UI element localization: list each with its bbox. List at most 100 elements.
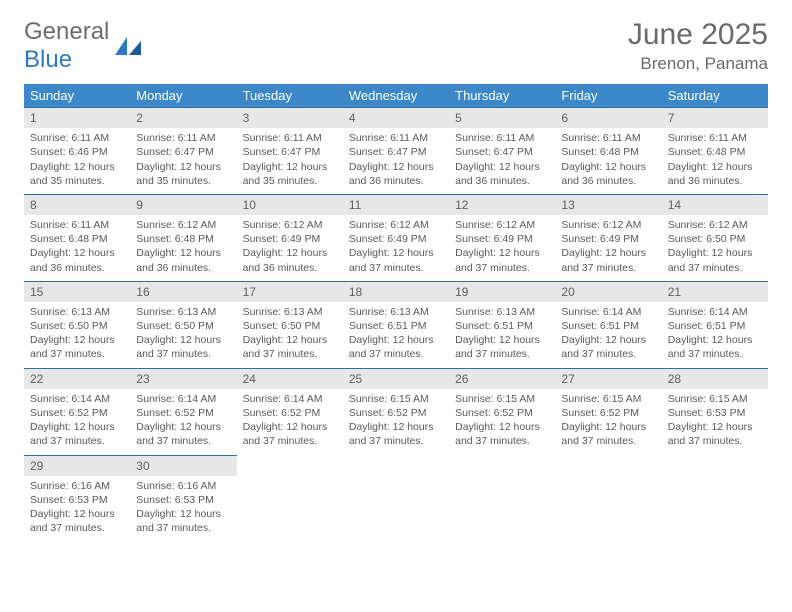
day-body: Sunrise: 6:12 AMSunset: 6:49 PMDaylight:… bbox=[237, 215, 343, 281]
day-cell: 8 Sunrise: 6:11 AMSunset: 6:48 PMDaylight… bbox=[24, 194, 130, 281]
sunset-line: Sunset: 6:53 PM bbox=[136, 493, 230, 507]
day-number: 30 bbox=[130, 456, 236, 476]
daylight-line: Daylight: 12 hours and 37 minutes. bbox=[136, 420, 230, 448]
day-body: Sunrise: 6:13 AMSunset: 6:50 PMDaylight:… bbox=[24, 302, 130, 368]
day-number: 20 bbox=[555, 282, 661, 302]
sunrise-line: Sunrise: 6:12 AM bbox=[243, 218, 337, 232]
brand-sail-icon bbox=[113, 35, 143, 57]
sunrise-line: Sunrise: 6:11 AM bbox=[30, 218, 124, 232]
brand-logo: General Blue bbox=[24, 18, 143, 74]
day-body: Sunrise: 6:16 AMSunset: 6:53 PMDaylight:… bbox=[24, 476, 130, 542]
daylight-line: Daylight: 12 hours and 36 minutes. bbox=[30, 246, 124, 274]
daylight-line: Daylight: 12 hours and 37 minutes. bbox=[455, 333, 549, 361]
month-title: June 2025 bbox=[628, 18, 768, 52]
sunset-line: Sunset: 6:48 PM bbox=[668, 145, 762, 159]
day-cell: 28Sunrise: 6:15 AMSunset: 6:53 PMDayligh… bbox=[662, 368, 768, 455]
day-cell: 11Sunrise: 6:12 AMSunset: 6:49 PMDayligh… bbox=[343, 194, 449, 281]
day-body: Sunrise: 6:11 AMSunset: 6:47 PMDaylight:… bbox=[237, 128, 343, 194]
day-number: 12 bbox=[449, 195, 555, 215]
weekday-header: Saturday bbox=[662, 84, 768, 107]
day-number: 6 bbox=[555, 108, 661, 128]
sunrise-line: Sunrise: 6:12 AM bbox=[136, 218, 230, 232]
daylight-line: Daylight: 12 hours and 37 minutes. bbox=[668, 333, 762, 361]
daylight-line: Daylight: 12 hours and 36 minutes. bbox=[455, 160, 549, 188]
day-cell: 13Sunrise: 6:12 AMSunset: 6:49 PMDayligh… bbox=[555, 194, 661, 281]
day-cell: 27Sunrise: 6:15 AMSunset: 6:52 PMDayligh… bbox=[555, 368, 661, 455]
sunrise-line: Sunrise: 6:11 AM bbox=[455, 131, 549, 145]
sunrise-line: Sunrise: 6:13 AM bbox=[455, 305, 549, 319]
day-number: 21 bbox=[662, 282, 768, 302]
day-cell: 23Sunrise: 6:14 AMSunset: 6:52 PMDayligh… bbox=[130, 368, 236, 455]
sunset-line: Sunset: 6:48 PM bbox=[136, 232, 230, 246]
sunrise-line: Sunrise: 6:13 AM bbox=[349, 305, 443, 319]
day-number: 8 bbox=[24, 195, 130, 215]
daylight-line: Daylight: 12 hours and 37 minutes. bbox=[30, 333, 124, 361]
sunset-line: Sunset: 6:50 PM bbox=[136, 319, 230, 333]
day-number: 10 bbox=[237, 195, 343, 215]
daylight-line: Daylight: 12 hours and 37 minutes. bbox=[349, 333, 443, 361]
day-body: Sunrise: 6:14 AMSunset: 6:51 PMDaylight:… bbox=[662, 302, 768, 368]
sunrise-line: Sunrise: 6:15 AM bbox=[455, 392, 549, 406]
sunset-line: Sunset: 6:51 PM bbox=[455, 319, 549, 333]
day-body: Sunrise: 6:15 AMSunset: 6:52 PMDaylight:… bbox=[555, 389, 661, 455]
day-number: 14 bbox=[662, 195, 768, 215]
sunset-line: Sunset: 6:48 PM bbox=[30, 232, 124, 246]
daylight-line: Daylight: 12 hours and 36 minutes. bbox=[561, 160, 655, 188]
day-cell: 24Sunrise: 6:14 AMSunset: 6:52 PMDayligh… bbox=[237, 368, 343, 455]
day-body: Sunrise: 6:15 AMSunset: 6:52 PMDaylight:… bbox=[343, 389, 449, 455]
sunrise-line: Sunrise: 6:14 AM bbox=[561, 305, 655, 319]
day-body: Sunrise: 6:12 AMSunset: 6:49 PMDaylight:… bbox=[343, 215, 449, 281]
day-cell: 19Sunrise: 6:13 AMSunset: 6:51 PMDayligh… bbox=[449, 281, 555, 368]
day-number: 11 bbox=[343, 195, 449, 215]
daylight-line: Daylight: 12 hours and 37 minutes. bbox=[349, 246, 443, 274]
sunrise-line: Sunrise: 6:11 AM bbox=[30, 131, 124, 145]
day-number: 24 bbox=[237, 369, 343, 389]
daylight-line: Daylight: 12 hours and 37 minutes. bbox=[349, 420, 443, 448]
sunset-line: Sunset: 6:48 PM bbox=[561, 145, 655, 159]
day-number: 18 bbox=[343, 282, 449, 302]
day-body: Sunrise: 6:13 AMSunset: 6:50 PMDaylight:… bbox=[237, 302, 343, 368]
day-body: Sunrise: 6:12 AMSunset: 6:49 PMDaylight:… bbox=[449, 215, 555, 281]
day-number: 9 bbox=[130, 195, 236, 215]
day-cell: 17Sunrise: 6:13 AMSunset: 6:50 PMDayligh… bbox=[237, 281, 343, 368]
day-cell: 20Sunrise: 6:14 AMSunset: 6:51 PMDayligh… bbox=[555, 281, 661, 368]
sunrise-line: Sunrise: 6:11 AM bbox=[349, 131, 443, 145]
daylight-line: Daylight: 12 hours and 35 minutes. bbox=[30, 160, 124, 188]
sunset-line: Sunset: 6:50 PM bbox=[668, 232, 762, 246]
day-number: 3 bbox=[237, 108, 343, 128]
daylight-line: Daylight: 12 hours and 37 minutes. bbox=[561, 420, 655, 448]
daylight-line: Daylight: 12 hours and 37 minutes. bbox=[561, 246, 655, 274]
day-body: Sunrise: 6:11 AMSunset: 6:47 PMDaylight:… bbox=[130, 128, 236, 194]
weekday-header-row: Sunday Monday Tuesday Wednesday Thursday… bbox=[24, 84, 768, 107]
day-number: 16 bbox=[130, 282, 236, 302]
daylight-line: Daylight: 12 hours and 37 minutes. bbox=[30, 507, 124, 535]
sunset-line: Sunset: 6:51 PM bbox=[668, 319, 762, 333]
daylight-line: Daylight: 12 hours and 37 minutes. bbox=[30, 420, 124, 448]
day-cell: 10Sunrise: 6:12 AMSunset: 6:49 PMDayligh… bbox=[237, 194, 343, 281]
sunset-line: Sunset: 6:47 PM bbox=[349, 145, 443, 159]
sunrise-line: Sunrise: 6:15 AM bbox=[349, 392, 443, 406]
daylight-line: Daylight: 12 hours and 37 minutes. bbox=[136, 507, 230, 535]
day-number: 1 bbox=[24, 108, 130, 128]
sunset-line: Sunset: 6:51 PM bbox=[349, 319, 443, 333]
day-body: Sunrise: 6:14 AMSunset: 6:52 PMDaylight:… bbox=[24, 389, 130, 455]
day-number: 19 bbox=[449, 282, 555, 302]
sunset-line: Sunset: 6:49 PM bbox=[349, 232, 443, 246]
sunrise-line: Sunrise: 6:14 AM bbox=[136, 392, 230, 406]
daylight-line: Daylight: 12 hours and 35 minutes. bbox=[136, 160, 230, 188]
day-cell: 4Sunrise: 6:11 AMSunset: 6:47 PMDaylight… bbox=[343, 107, 449, 194]
day-body: Sunrise: 6:14 AMSunset: 6:52 PMDaylight:… bbox=[237, 389, 343, 455]
sunset-line: Sunset: 6:49 PM bbox=[455, 232, 549, 246]
day-body: Sunrise: 6:15 AMSunset: 6:52 PMDaylight:… bbox=[449, 389, 555, 455]
day-cell: 15Sunrise: 6:13 AMSunset: 6:50 PMDayligh… bbox=[24, 281, 130, 368]
sunset-line: Sunset: 6:52 PM bbox=[243, 406, 337, 420]
sunset-line: Sunset: 6:52 PM bbox=[30, 406, 124, 420]
daylight-line: Daylight: 12 hours and 36 minutes. bbox=[668, 160, 762, 188]
sunrise-line: Sunrise: 6:11 AM bbox=[136, 131, 230, 145]
day-body: Sunrise: 6:15 AMSunset: 6:53 PMDaylight:… bbox=[662, 389, 768, 455]
daylight-line: Daylight: 12 hours and 36 minutes. bbox=[349, 160, 443, 188]
sunrise-line: Sunrise: 6:13 AM bbox=[243, 305, 337, 319]
daylight-line: Daylight: 12 hours and 37 minutes. bbox=[136, 333, 230, 361]
day-body: Sunrise: 6:13 AMSunset: 6:51 PMDaylight:… bbox=[449, 302, 555, 368]
sunrise-line: Sunrise: 6:12 AM bbox=[561, 218, 655, 232]
